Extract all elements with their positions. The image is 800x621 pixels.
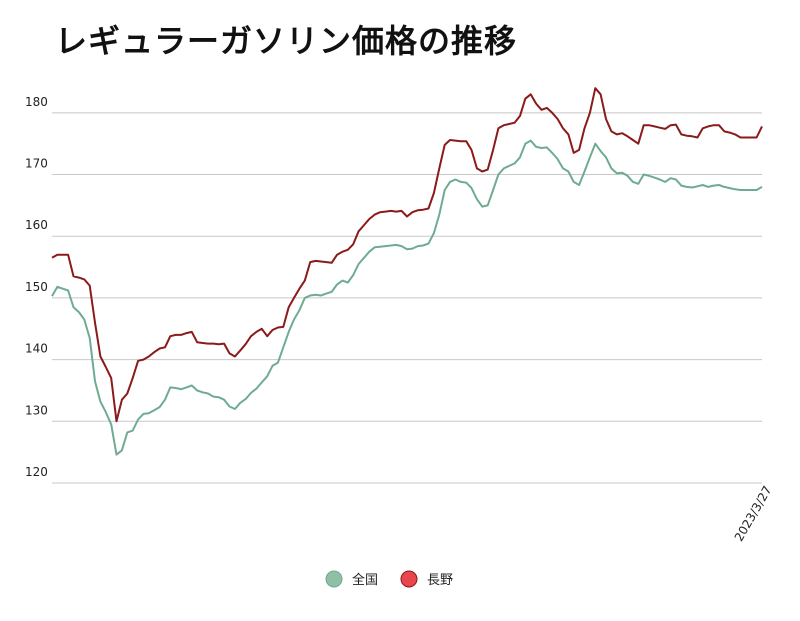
x-axis-ticks: 2023/3/27	[732, 484, 775, 544]
y-tick-label: 130	[25, 403, 48, 417]
grid-lines	[52, 112, 762, 484]
y-tick-label: 180	[25, 95, 48, 109]
series-lines	[51, 87, 763, 456]
legend-label[interactable]: 全国	[352, 572, 378, 588]
y-tick-label: 170	[25, 157, 48, 171]
y-tick-label: 160	[25, 218, 48, 232]
legend[interactable]: 全国 長野	[325, 570, 453, 588]
y-tick-label: 120	[25, 465, 48, 479]
y-tick-label: 140	[25, 342, 48, 356]
series-line-0	[51, 139, 763, 456]
chart-title: レギュラーガソリン価格の推移	[55, 22, 518, 60]
x-tick-label: 2023/3/27	[732, 484, 775, 544]
y-axis-ticks: 120 130 140 150 160 170 180	[25, 95, 48, 479]
y-tick-label: 150	[25, 280, 48, 294]
legend-swatch[interactable]	[400, 570, 418, 588]
legend-swatch[interactable]	[325, 570, 343, 588]
series-line-1	[51, 87, 763, 423]
legend-label[interactable]: 長野	[427, 573, 453, 588]
